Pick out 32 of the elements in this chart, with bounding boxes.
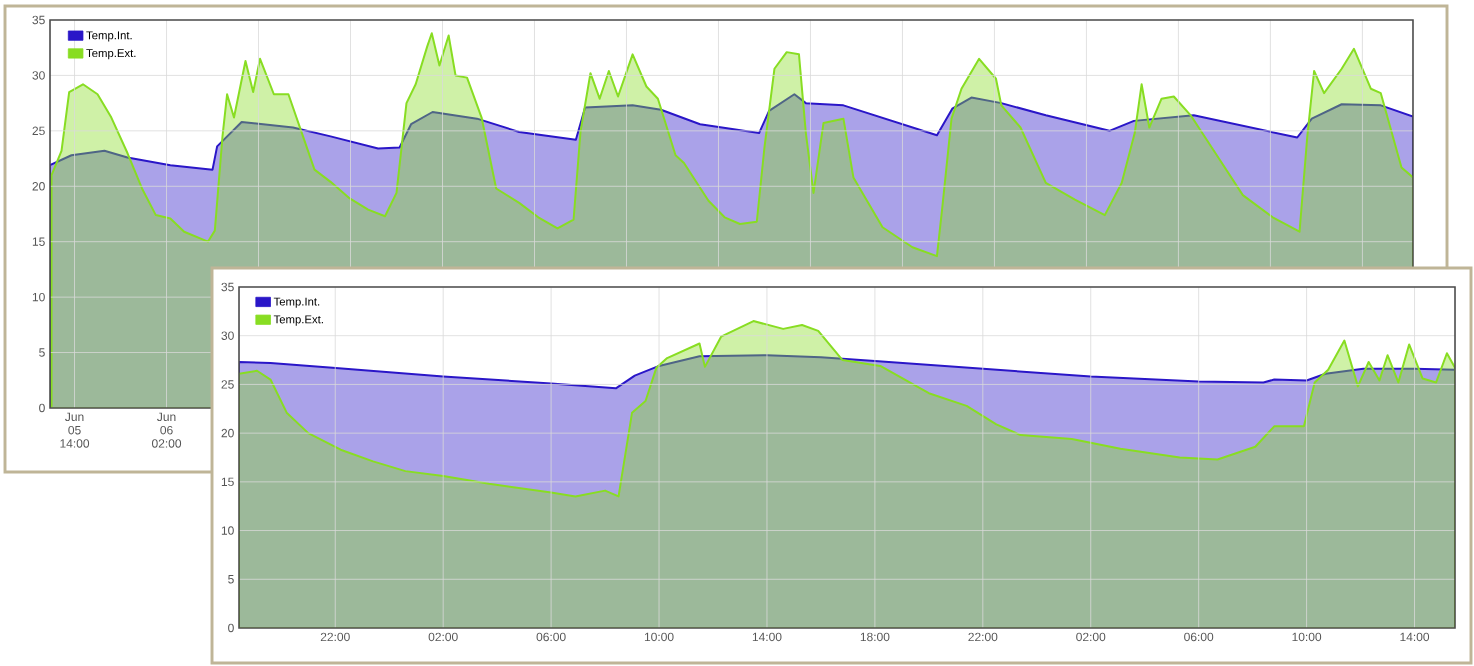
y-tick-label: 5 <box>228 575 234 584</box>
y-tick-label: 20 <box>32 182 45 191</box>
x-tick-label: Jun 05 14:00 <box>60 412 90 448</box>
legend-label: Temp.Int. <box>273 297 320 308</box>
y-tick-label: 20 <box>221 428 234 438</box>
y-tick-label: 30 <box>32 71 45 80</box>
x-tick-label: 18:00 <box>860 632 890 642</box>
x-tick-label: Jun 06 02:00 <box>151 412 182 448</box>
x-tick-label: 06:00 <box>1184 632 1214 642</box>
y-tick-label: 30 <box>221 331 234 340</box>
y-tick-label: 25 <box>32 126 45 136</box>
legend-label: Temp.Ext. <box>86 49 136 60</box>
y-tick-label: 0 <box>39 403 45 413</box>
x-tick-label: 02:00 <box>1076 632 1106 642</box>
x-tick-label: 22:00 <box>968 632 998 642</box>
x-tick-label: 10:00 <box>1292 632 1322 642</box>
x-tick-label: 10:00 <box>644 632 674 642</box>
y-tick-label: 35 <box>32 15 45 25</box>
y-tick-label: 25 <box>221 380 234 389</box>
x-tick-label: 02:00 <box>428 632 458 642</box>
y-tick-label: 15 <box>32 237 45 246</box>
legend-label: Temp.Int. <box>86 31 132 42</box>
y-tick-label: 35 <box>221 282 234 292</box>
y-tick-label: 0 <box>228 623 234 633</box>
y-tick-label: 10 <box>32 292 45 302</box>
y-tick-label: 5 <box>39 348 45 357</box>
y-tick-label: 10 <box>221 526 234 535</box>
x-tick-label: 06:00 <box>536 632 566 642</box>
y-tick-label: 15 <box>221 477 234 487</box>
x-tick-label: 22:00 <box>320 632 350 642</box>
x-tick-label: 14:00 <box>1400 632 1430 642</box>
x-tick-label: 14:00 <box>752 632 782 642</box>
